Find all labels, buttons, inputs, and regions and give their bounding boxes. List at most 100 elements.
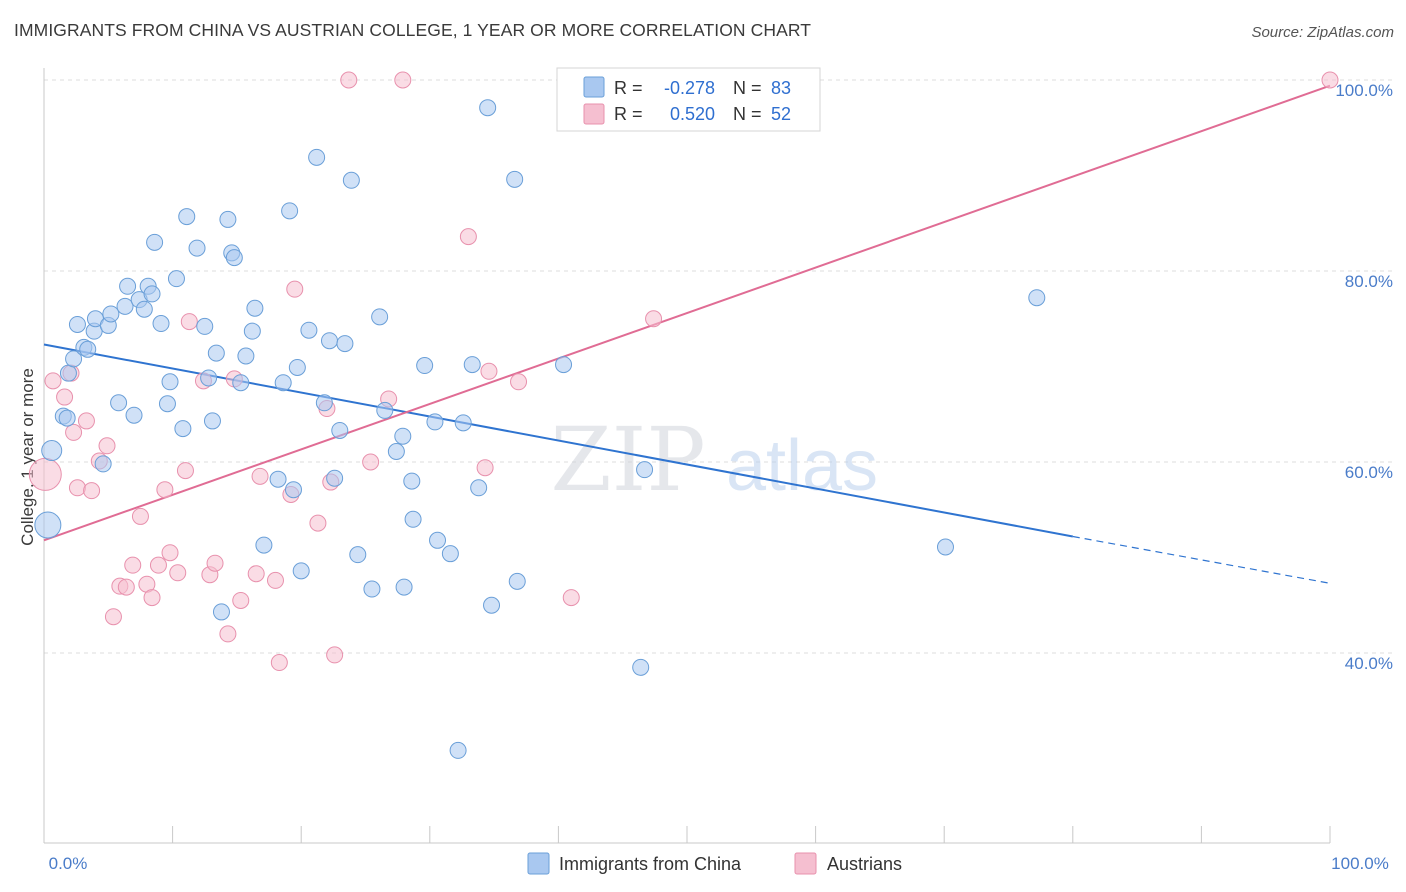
china-point-63	[395, 578, 413, 596]
y-tick-label-60: 60.0%	[1345, 463, 1393, 482]
china-point-72	[463, 356, 481, 374]
y-axis-label: College, 1 year or more	[18, 368, 37, 546]
watermark-atlas: atlas	[726, 426, 878, 506]
china-point-55	[336, 335, 354, 353]
legend-label-austrians: Austrians	[827, 854, 902, 874]
austrians-point-32	[270, 654, 288, 672]
china-point-80	[636, 461, 654, 479]
austrians-point-50	[1321, 71, 1339, 89]
china-point-21	[143, 285, 161, 303]
china-point-30	[196, 317, 214, 335]
austrians-point-6	[77, 412, 95, 430]
china-legend-swatch	[583, 76, 605, 98]
chart-title: IMMIGRANTS FROM CHINA VS AUSTRIAN COLLEG…	[14, 20, 812, 40]
austrians-point-48	[645, 310, 663, 328]
austrians-point-26	[219, 625, 237, 643]
china-point-1	[41, 440, 63, 462]
china-point-22	[146, 233, 164, 251]
y-tick-label-80: 80.0%	[1345, 272, 1393, 291]
china-point-60	[376, 401, 394, 419]
china-point-39	[237, 347, 255, 365]
austrians-point-20	[169, 564, 187, 582]
austrians-point-34	[286, 280, 304, 298]
china-point-61	[387, 442, 405, 460]
austrians-point-18	[156, 481, 174, 499]
austrians-point-13	[124, 556, 142, 574]
austrians-r-value: 0.520	[670, 104, 715, 124]
austrians-point-5	[68, 479, 86, 497]
china-point-78	[555, 356, 573, 374]
china-point-67	[426, 413, 444, 431]
china-point-0	[34, 511, 62, 539]
austrians-point-30	[251, 467, 269, 485]
austrians-point-35	[309, 514, 327, 532]
china-points	[34, 99, 1046, 759]
austrians-point-1	[44, 372, 62, 390]
austrians-r-label: R =	[614, 104, 643, 124]
china-point-19	[135, 300, 153, 318]
china-point-13	[102, 305, 120, 323]
watermark-zip: ZIP	[550, 408, 705, 511]
china-point-35	[219, 210, 237, 228]
china-point-43	[269, 470, 287, 488]
austrians-point-42	[394, 71, 412, 89]
stats-legend: R = -0.278 N = 83 R = 0.520 N = 52	[556, 67, 821, 132]
china-point-49	[300, 321, 318, 339]
austrians-point-19	[161, 544, 179, 562]
china-point-82	[1028, 289, 1046, 307]
china-point-79	[632, 658, 650, 676]
china-point-65	[404, 510, 422, 528]
china-point-38	[232, 374, 250, 392]
china-point-23	[152, 315, 170, 333]
china-point-53	[326, 469, 344, 487]
austrians-point-25	[206, 554, 224, 572]
china-point-76	[506, 170, 524, 188]
china-point-34	[212, 603, 230, 621]
austrians-point-0	[28, 457, 62, 491]
china-point-4	[59, 364, 77, 382]
china-point-6	[68, 315, 86, 333]
china-point-28	[178, 208, 196, 226]
china-point-73	[470, 479, 488, 497]
china-point-16	[119, 277, 137, 295]
austrians-trend-line	[43, 84, 1331, 542]
china-point-56	[342, 171, 360, 189]
china-r-label: R =	[614, 78, 643, 98]
legend-swatch-china	[527, 852, 550, 875]
china-point-14	[110, 394, 128, 412]
china-point-32	[203, 412, 221, 430]
austrians-point-47	[562, 589, 580, 607]
china-point-74	[479, 99, 497, 117]
austrians-n-value: 52	[771, 104, 791, 124]
legend-label-china: Immigrants from China	[559, 854, 742, 874]
china-point-15	[116, 297, 134, 315]
austrians-points	[28, 71, 1339, 672]
china-point-29	[188, 239, 206, 257]
china-point-54	[331, 421, 349, 439]
x-tick-label-100: 100.0%	[1331, 854, 1389, 873]
china-point-66	[416, 357, 434, 375]
china-trend-extension	[1072, 535, 1331, 584]
china-point-44	[274, 374, 292, 392]
china-point-46	[284, 481, 302, 499]
austrians-point-22	[180, 313, 198, 331]
y-tick-labels: 40.0% 60.0% 80.0% 100.0%	[1335, 81, 1393, 673]
china-point-75	[483, 596, 501, 614]
austrians-point-2	[56, 388, 74, 406]
series-legend: Immigrants from China Austrians	[527, 852, 902, 875]
china-point-42	[255, 536, 273, 554]
austrians-point-45	[480, 362, 498, 380]
china-point-50	[308, 148, 326, 166]
china-point-81	[936, 538, 954, 556]
china-point-31	[200, 369, 218, 387]
austrians-point-31	[266, 571, 284, 589]
austrians-point-21	[176, 462, 194, 480]
austrians-point-38	[326, 646, 344, 664]
source-credit: Source: ZipAtlas.com	[1251, 24, 1394, 41]
china-n-value: 83	[771, 78, 791, 98]
china-point-27	[174, 420, 192, 438]
x-ticks	[43, 826, 1331, 843]
china-point-45	[281, 202, 299, 220]
austrians-point-28	[232, 591, 250, 609]
china-n-label: N =	[733, 78, 762, 98]
